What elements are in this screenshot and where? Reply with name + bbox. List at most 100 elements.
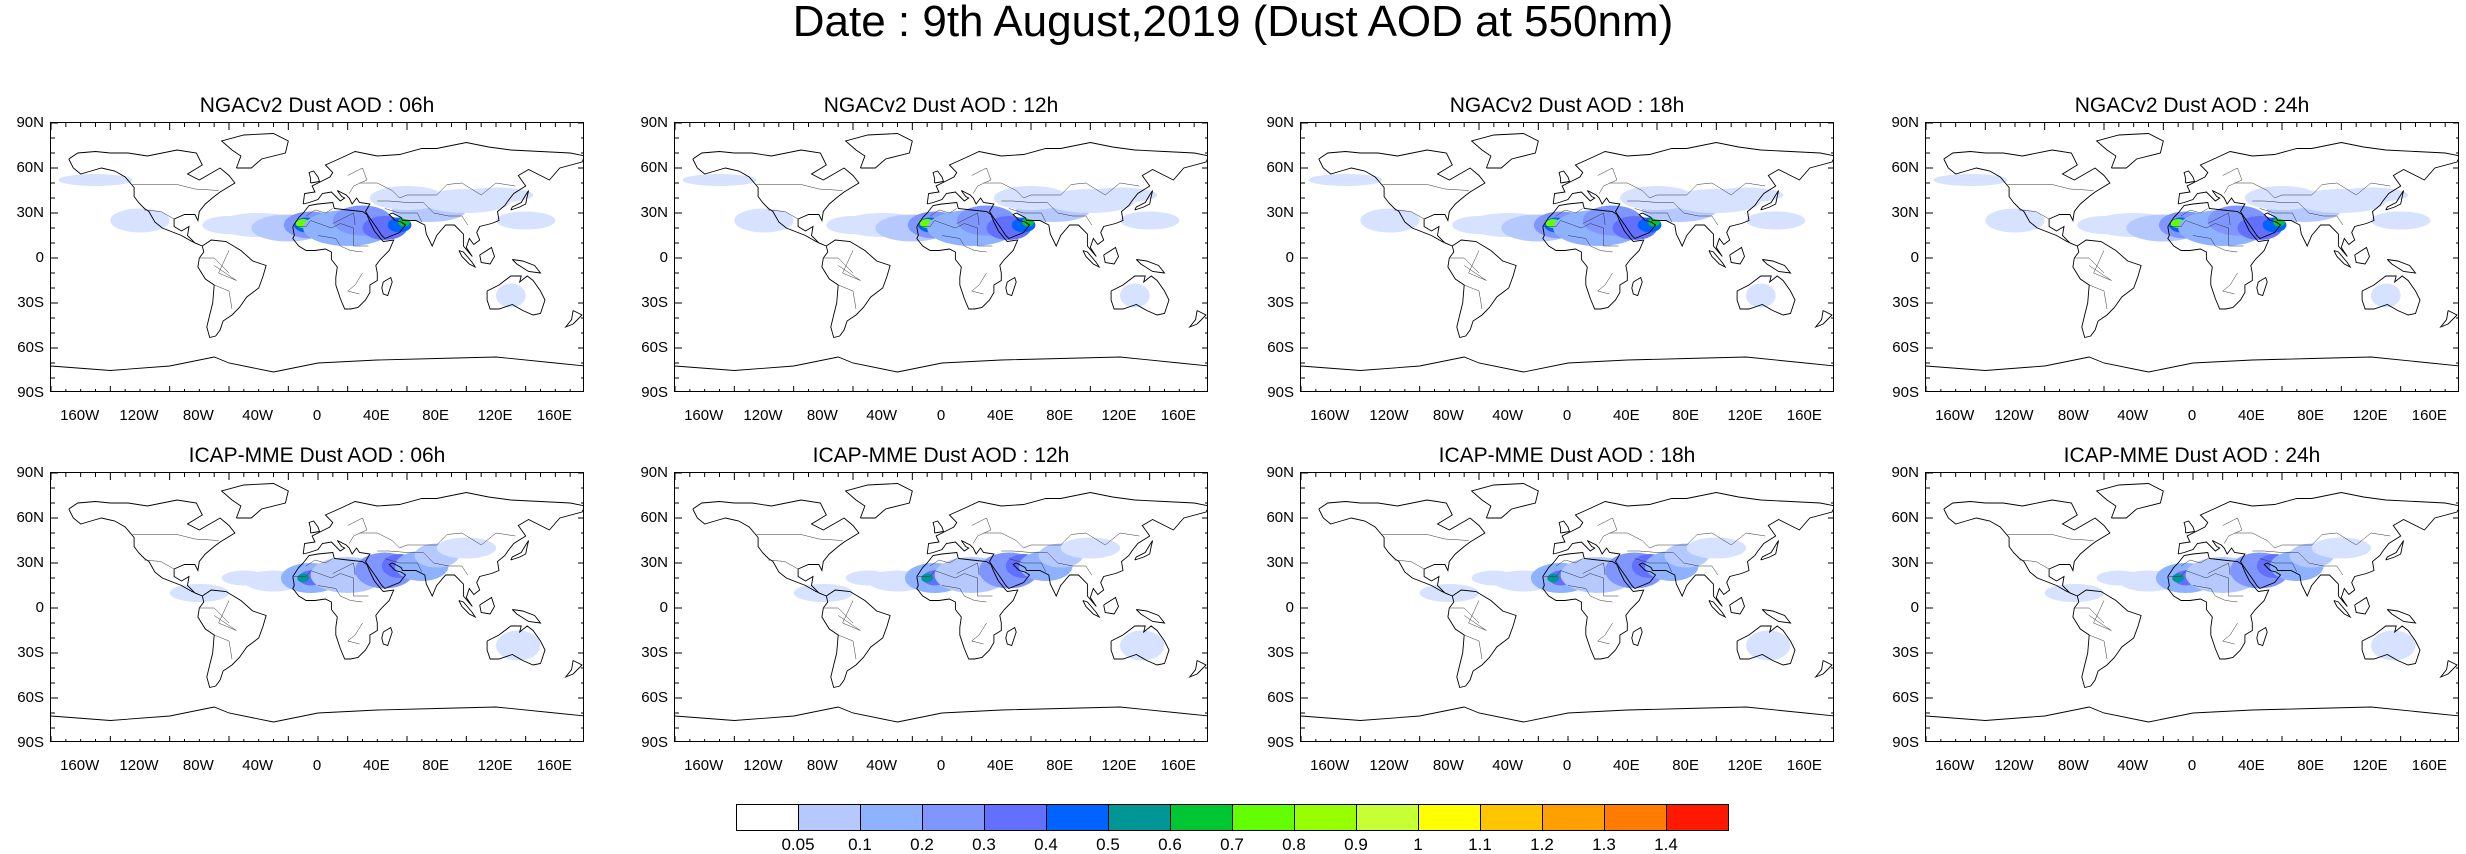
lon-label: 160E: [1786, 757, 1822, 774]
coastline: [486, 625, 546, 666]
map-frame: [1300, 472, 1834, 742]
country-border: [2167, 220, 2244, 247]
coastline: [932, 170, 945, 184]
lat-label: 90N: [1891, 464, 1919, 481]
country-border: [1627, 550, 1719, 576]
map-svg: [1926, 123, 2458, 391]
country-border: [1634, 208, 1673, 223]
lon-label: 0: [2187, 407, 2197, 424]
dust-plume: [2311, 537, 2371, 559]
coastline: [1761, 609, 1792, 624]
coastline: [1110, 275, 1170, 316]
dust-plume: [921, 573, 934, 583]
map-frame: [50, 472, 584, 742]
coastline: [2177, 142, 2458, 257]
lat-label: 90N: [1891, 114, 1919, 131]
country-border: [2222, 167, 2243, 194]
lon-label: 0: [936, 407, 946, 424]
country-border: [1634, 558, 1673, 573]
dust-plume: [1985, 208, 2045, 233]
country-border: [916, 220, 993, 247]
country-border: [823, 257, 854, 274]
lat-label: 60N: [1891, 159, 1919, 176]
lat-label: 0: [1910, 599, 1919, 616]
country-border: [823, 607, 854, 624]
country-border: [1001, 550, 1093, 576]
country-border: [756, 534, 843, 541]
colorbar-box: [1294, 804, 1357, 831]
colorbar-label: 0.4: [1034, 835, 1058, 854]
country-border: [144, 559, 175, 570]
country-border: [983, 532, 1140, 549]
coastline: [564, 660, 583, 679]
country-border: [132, 184, 219, 191]
colorbar-box: [1418, 804, 1481, 831]
coastline: [1134, 540, 1154, 561]
lon-label: 80W: [2057, 757, 2089, 774]
lon-label: 120W: [1369, 757, 1409, 774]
country-border: [292, 220, 369, 247]
coastline: [458, 250, 477, 269]
coastline: [1760, 190, 1780, 211]
dust-plume: [436, 537, 497, 559]
coastline: [1736, 275, 1796, 316]
lat-label: 60S: [1892, 339, 1919, 356]
dust-plume: [1686, 537, 1746, 559]
country-border: [2259, 208, 2298, 223]
lat-label: 0: [659, 249, 668, 266]
coastline: [1005, 626, 1017, 647]
lat-label: 30S: [1267, 644, 1294, 661]
country-border: [1597, 167, 1618, 194]
country-border: [1449, 607, 1480, 624]
coastline: [2177, 492, 2458, 607]
lat-label: 90N: [640, 114, 668, 131]
country-border: [2007, 534, 2094, 541]
country-border: [1542, 570, 1619, 597]
country-border: [214, 634, 233, 660]
lon-label: 80W: [1432, 407, 1464, 424]
coastline: [1318, 149, 1486, 247]
lat-label: 0: [1285, 599, 1294, 616]
lon-label: 0: [1562, 407, 1572, 424]
colorbar-label: 0.05: [781, 835, 815, 854]
dust-plume: [2371, 630, 2416, 661]
map-svg: [1926, 473, 2458, 741]
dust-plume: [682, 174, 757, 186]
dust-plume: [1419, 584, 1479, 602]
coastline: [302, 142, 583, 257]
lon-label: 40W: [866, 757, 898, 774]
coastline: [1926, 356, 2458, 373]
country-border: [132, 534, 219, 541]
lat-label: 90S: [1892, 384, 1919, 401]
colorbar-box: [1604, 804, 1667, 831]
colorbar-label: 0.5: [1096, 835, 1120, 854]
coastline: [1552, 142, 1833, 257]
dust-plume: [369, 186, 445, 210]
lon-label: 120W: [743, 757, 783, 774]
coastline: [1926, 706, 2458, 723]
map-frame: [674, 122, 1208, 392]
country-border: [1567, 585, 1613, 603]
map-panel: NGACv2 Dust AOD : 24h 90N 60N 30N 0 30S 60S 90S…: [1885, 94, 2466, 424]
country-border: [1008, 558, 1047, 573]
map-panel: NGACv2 Dust AOD : 18h 90N 60N 30N 0 30S 60S 90S…: [1260, 94, 1874, 424]
country-border: [347, 517, 368, 544]
lat-label: 30N: [1266, 554, 1294, 571]
lon-label: 40E: [2237, 407, 2265, 424]
country-border: [956, 212, 980, 226]
panel-title: ICAP-MME Dust AOD : 12h: [812, 444, 1070, 467]
country-border: [214, 250, 237, 281]
lat-label: 60N: [1266, 159, 1294, 176]
coastline: [510, 190, 530, 211]
country-border: [377, 200, 469, 226]
lat-label: 60S: [1267, 689, 1294, 706]
coastline: [844, 483, 913, 519]
coastline: [292, 202, 395, 310]
dust-plume: [110, 208, 170, 233]
dust-plume: [398, 217, 410, 227]
country-border: [2192, 585, 2238, 603]
country-border: [2074, 257, 2105, 274]
lat-label: 90S: [1267, 734, 1294, 751]
lon-label: 80E: [2297, 407, 2324, 424]
colorbar-label: 0.1: [848, 835, 872, 854]
